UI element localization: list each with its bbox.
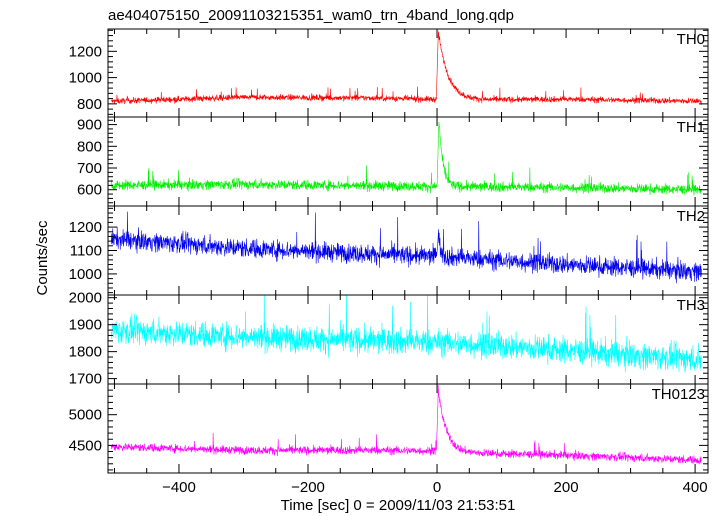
- y-tick-label: 5000: [69, 407, 102, 424]
- x-tick-label: 400: [683, 479, 708, 496]
- y-tick-label: 1000: [69, 70, 102, 87]
- y-axis-label: Counts/sec: [34, 220, 51, 296]
- y-tick-label: 4500: [69, 437, 102, 454]
- x-axis-label: Time [sec] 0 = 2009/11/03 21:53:51: [281, 497, 516, 514]
- x-tick-label: 0: [433, 479, 441, 496]
- y-tick-label: 800: [77, 96, 102, 113]
- y-tick-label: 1100: [70, 243, 102, 260]
- panel-frame: [107, 116, 709, 207]
- x-tick-label: −400: [162, 479, 196, 496]
- panel-th1: 600 700 800 900 TH1: [77, 116, 709, 207]
- panel-label: TH1: [677, 119, 705, 136]
- y-tick-label: 600: [77, 182, 102, 199]
- panel-label: TH3: [677, 297, 705, 314]
- panels: 800 1000 1200 TH0 600 700 800 900 TH1 1000 1100 120…: [69, 28, 709, 496]
- panel-label: TH0: [677, 31, 705, 48]
- series-th2-line: [110, 211, 702, 284]
- panel-label: TH2: [677, 208, 705, 225]
- panel-th0: 800 1000 1200 TH0: [69, 28, 709, 118]
- panel-frame: [107, 383, 709, 474]
- y-tick-label: 1800: [69, 344, 102, 361]
- series-th0-line: [110, 31, 702, 105]
- panel-th3: 1700 1800 1900 2000 TH3: [69, 290, 709, 388]
- panel-label: TH0123: [652, 386, 705, 403]
- series-th1-line: [110, 121, 702, 196]
- series-th3-line: [110, 295, 702, 373]
- series-th0123-line: [110, 384, 702, 464]
- y-tick-label: 2000: [69, 290, 102, 307]
- y-tick-label: 1200: [69, 43, 102, 60]
- panel-th0123: 4500 5000 TH0123 −400 −200 0 200 400: [69, 383, 709, 496]
- y-tick-label: 1700: [69, 371, 102, 388]
- y-tick-label: 1000: [69, 266, 102, 283]
- y-tick-label: 1200: [69, 219, 102, 236]
- panel-th2: 1000 1100 1200 TH2: [69, 205, 709, 296]
- chart-title: ae404075150_20091103215351_wam0_trn_4ban…: [108, 7, 514, 24]
- y-tick-label: 700: [77, 160, 102, 177]
- y-tick-label: 900: [77, 117, 102, 134]
- y-tick-label: 1900: [69, 317, 102, 334]
- x-tick-label: 200: [554, 479, 579, 496]
- x-tick-label: −200: [291, 479, 325, 496]
- y-tick-label: 800: [77, 138, 102, 155]
- panel-frame: [107, 28, 709, 118]
